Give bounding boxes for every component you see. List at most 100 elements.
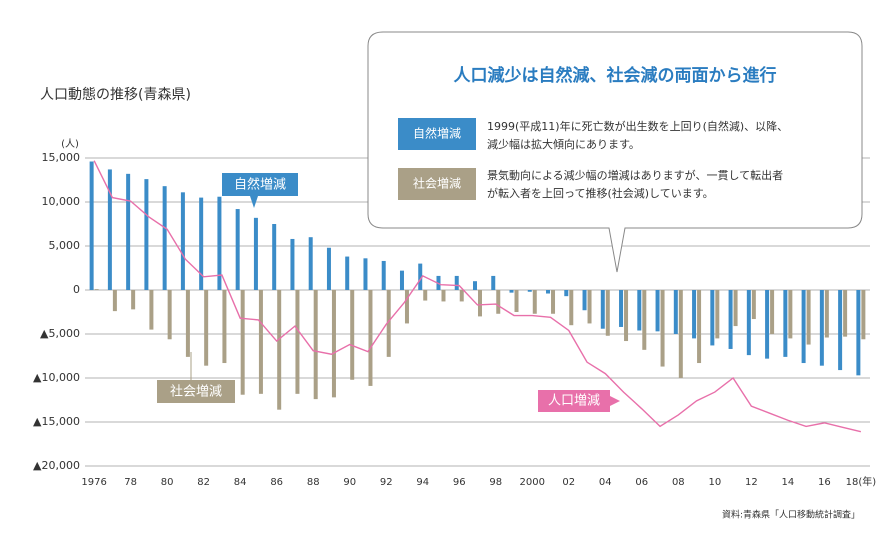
bar — [473, 281, 477, 290]
bar — [788, 290, 793, 339]
bar — [824, 290, 829, 338]
x-tick-label: 12 — [745, 477, 758, 488]
bar — [185, 290, 190, 357]
bar — [149, 290, 154, 330]
bar — [253, 217, 258, 290]
bar — [204, 290, 209, 366]
bar — [624, 290, 629, 342]
bar — [819, 290, 824, 366]
bar — [144, 179, 149, 290]
bar — [313, 290, 318, 400]
callout-box — [367, 31, 863, 273]
source: 資料:青森県「人口移動統計調査」 — [722, 509, 860, 521]
note: が転入者を上回って推移(社会減)しています。 — [487, 186, 714, 200]
bar — [240, 290, 245, 395]
bar — [180, 192, 185, 290]
bar — [363, 258, 368, 290]
bar — [655, 290, 660, 332]
bar — [697, 290, 702, 364]
bar — [386, 290, 391, 357]
x-tick-label: 92 — [380, 477, 393, 488]
series-tag — [157, 380, 235, 403]
y-tick-label: 10,000 — [42, 195, 81, 208]
x-tick-label: 1976 — [81, 477, 106, 488]
series-tag-label: 自然増減 — [234, 177, 286, 193]
bar — [404, 290, 409, 324]
x-tick-label: 94 — [416, 477, 429, 488]
callout-title: 人口減少は自然減、社会減の両面から進行 — [454, 65, 777, 86]
bar — [290, 238, 295, 290]
bar — [308, 237, 313, 290]
series-tag — [222, 173, 298, 208]
bar — [770, 290, 775, 334]
bar — [491, 275, 496, 290]
bar — [678, 290, 683, 378]
x-tick-label: 86 — [270, 477, 283, 488]
bar — [838, 290, 843, 371]
y-tick-label: 5,000 — [49, 239, 81, 252]
bar — [162, 186, 167, 290]
bar — [441, 290, 446, 302]
bar — [131, 290, 136, 310]
bar — [418, 263, 423, 290]
x-tick-label: 18(年) — [846, 475, 877, 488]
bar — [350, 290, 355, 380]
bar — [843, 290, 848, 337]
bar — [496, 290, 501, 314]
bar — [660, 290, 665, 367]
legend-swatch — [398, 168, 476, 200]
bar — [619, 290, 624, 327]
bar — [673, 290, 678, 334]
x-tick-label: 78 — [124, 477, 137, 488]
bar — [126, 173, 131, 290]
y-tick-label: ▲5,000 — [40, 327, 80, 340]
bar — [751, 290, 756, 320]
bar — [222, 290, 227, 364]
bar — [399, 270, 404, 290]
bar — [331, 290, 336, 398]
bar — [715, 290, 720, 339]
bar — [801, 290, 806, 364]
x-tick-label: 2000 — [520, 477, 545, 488]
legend-label: 社会増減 — [413, 176, 461, 191]
note: 景気動向による減少幅の増減はありますが、一貫して転出者 — [487, 168, 783, 182]
y-tick-label: ▲10,000 — [33, 371, 80, 384]
bar — [89, 161, 94, 290]
bar — [94, 289, 99, 290]
x-tick-label: 90 — [343, 477, 356, 488]
bar — [746, 290, 751, 356]
bar — [710, 290, 715, 346]
bar — [235, 209, 240, 290]
bar — [728, 290, 733, 349]
bar — [368, 290, 373, 386]
y-tick-label: 0 — [73, 283, 80, 296]
x-tick-label: 84 — [234, 477, 247, 488]
legend-label: 自然増減 — [413, 126, 461, 141]
x-tick-label: 02 — [562, 477, 575, 488]
x-tick-label: 88 — [307, 477, 320, 488]
y-tick-label: 15,000 — [42, 151, 81, 164]
x-tick-label: 82 — [197, 477, 210, 488]
bar — [381, 260, 386, 290]
note: 減少幅は拡大傾向にあります。 — [487, 137, 640, 151]
bar — [564, 290, 569, 297]
x-tick-label: 80 — [161, 477, 174, 488]
bar — [199, 197, 204, 290]
bar — [856, 290, 861, 376]
x-tick-label: 98 — [489, 477, 502, 488]
bar — [112, 290, 117, 312]
chart-title: 人口動態の推移(青森県) — [40, 87, 191, 103]
legend-swatch — [398, 118, 476, 150]
bar — [272, 224, 277, 290]
x-tick-label: 08 — [672, 477, 685, 488]
bar — [861, 290, 866, 340]
y-tick-label: ▲15,000 — [33, 415, 80, 428]
bar — [107, 169, 112, 290]
bar — [478, 290, 482, 317]
bar — [217, 196, 222, 290]
bar — [258, 290, 263, 394]
bar — [532, 290, 537, 314]
bar — [423, 290, 428, 301]
bar — [295, 290, 300, 394]
bar — [587, 290, 592, 324]
